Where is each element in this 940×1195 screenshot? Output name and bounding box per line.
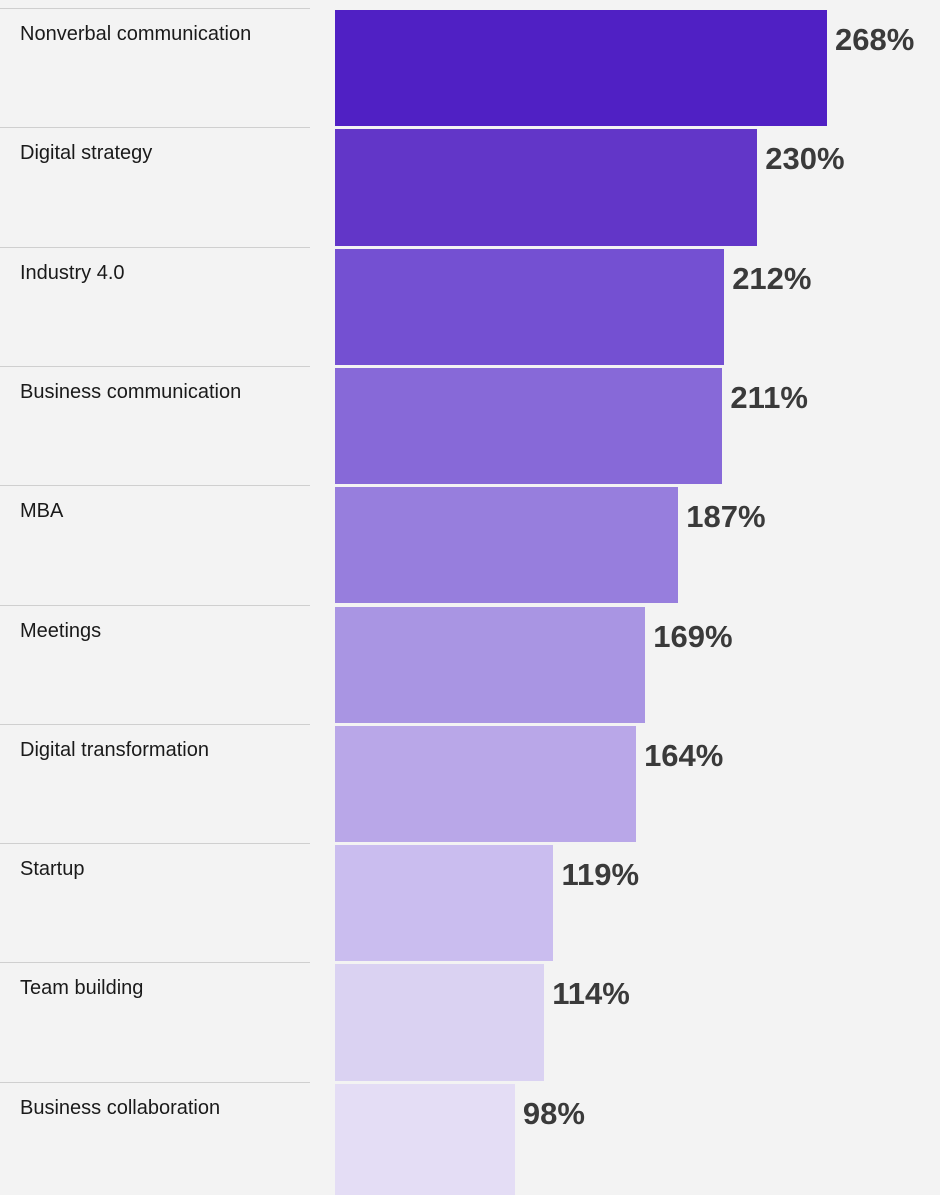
- bar: [335, 725, 637, 843]
- value-label: 187%: [686, 499, 766, 535]
- row-divider: [0, 365, 310, 367]
- bar: [335, 367, 723, 485]
- category-label: Digital strategy: [20, 142, 153, 165]
- row-divider: [0, 604, 310, 606]
- value-label: 268%: [835, 22, 915, 57]
- row-divider: [0, 127, 310, 129]
- category-label: Industry 4.0: [20, 261, 125, 284]
- category-label: Nonverbal communication: [20, 23, 252, 45]
- bar: [335, 487, 679, 604]
- value-label: 114%: [552, 976, 630, 1012]
- row-divider: [0, 962, 310, 964]
- bar: [335, 845, 554, 962]
- category-label: Startup: [20, 858, 85, 881]
- category-label: Team building: [20, 977, 144, 1000]
- bar: [335, 964, 545, 1081]
- value-label: 169%: [653, 618, 733, 654]
- row-divider: [0, 246, 310, 248]
- bar: [335, 129, 758, 246]
- value-label: 164%: [644, 737, 724, 773]
- category-label: Digital transformation: [20, 738, 209, 761]
- row-divider: [0, 843, 310, 845]
- bar: [335, 248, 725, 365]
- row-divider: [0, 1081, 310, 1083]
- value-label: 119%: [561, 857, 640, 893]
- value-label: 230%: [765, 141, 845, 177]
- category-label: Business collaboration: [20, 1096, 221, 1119]
- bar: [335, 10, 827, 127]
- category-label: Business communication: [20, 380, 242, 403]
- row-divider: [0, 723, 310, 725]
- value-label: 211%: [730, 379, 808, 415]
- value-label: 98%: [522, 1095, 585, 1131]
- bar: [335, 606, 646, 723]
- category-label: MBA: [20, 500, 64, 523]
- row-divider: [0, 485, 310, 487]
- bar: [335, 1083, 515, 1195]
- category-label: Meetings: [20, 619, 102, 642]
- row-divider: [0, 8, 310, 9]
- value-label: 212%: [732, 260, 812, 296]
